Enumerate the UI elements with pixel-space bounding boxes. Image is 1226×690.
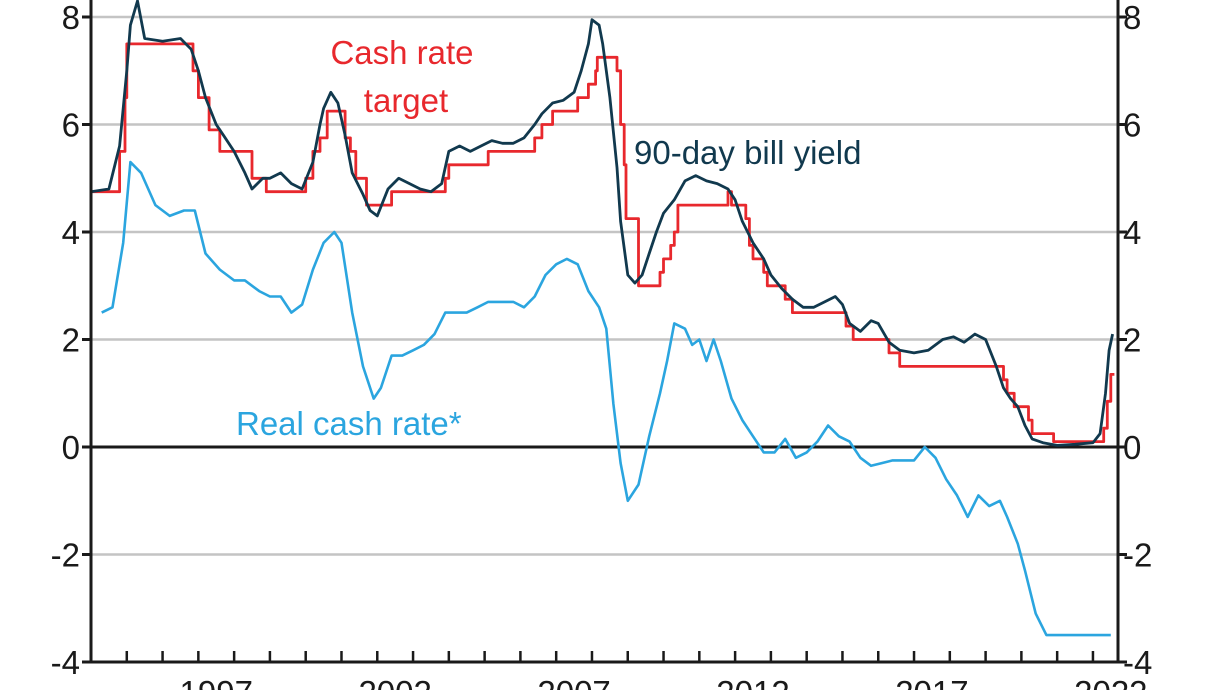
xtick-label-2017: 2017 (895, 674, 968, 690)
ytick-label-left: -2 (51, 537, 80, 574)
ytick-label-right: -2 (1123, 537, 1152, 574)
ytick-label-right: 8 (1123, 0, 1141, 36)
xtick-label-2022: 2022 (1074, 674, 1147, 690)
ytick-label-right: 4 (1123, 214, 1141, 251)
ytick-label-right: 6 (1123, 107, 1141, 144)
tick-labels: 8 8 6 6 4 4 2 2 0 0 -2 -2 -4 -4 1997 2002 2007 2012 2017 20… (51, 0, 1153, 690)
cash-rate-label-line1: Cash rate (330, 34, 473, 71)
ytick-label-right: 2 (1123, 322, 1141, 359)
xtick-label-2012: 2012 (716, 674, 789, 690)
bill-yield-label: 90-day bill yield (634, 134, 861, 171)
series-group (90, 0, 1115, 637)
annotations: Cash rate target 90-day bill yield Real … (236, 34, 861, 442)
series-bill-yield (90, 0, 1114, 447)
ytick-label-right: 0 (1123, 429, 1141, 466)
ytick-label-left: 8 (62, 0, 80, 36)
ytick-label-right: -4 (1123, 644, 1152, 681)
ytick-label-left: 6 (62, 107, 80, 144)
ytick-label-left: -4 (51, 644, 80, 681)
ytick-label-left: 4 (62, 214, 80, 251)
series-cash-rate (91, 42, 1115, 443)
xtick-label-2002: 2002 (358, 674, 431, 690)
gridlines (91, 15, 1118, 556)
cash-rate-label-line2: target (364, 82, 448, 119)
ytick-label-left: 2 (62, 322, 80, 359)
axes (82, 0, 1127, 664)
xtick-label-2007: 2007 (537, 674, 610, 690)
ytick-label-left: 0 (62, 429, 80, 466)
xtick-label-1997: 1997 (180, 674, 253, 690)
real-rate-label: Real cash rate* (236, 405, 462, 442)
series-real-rate (101, 160, 1111, 637)
